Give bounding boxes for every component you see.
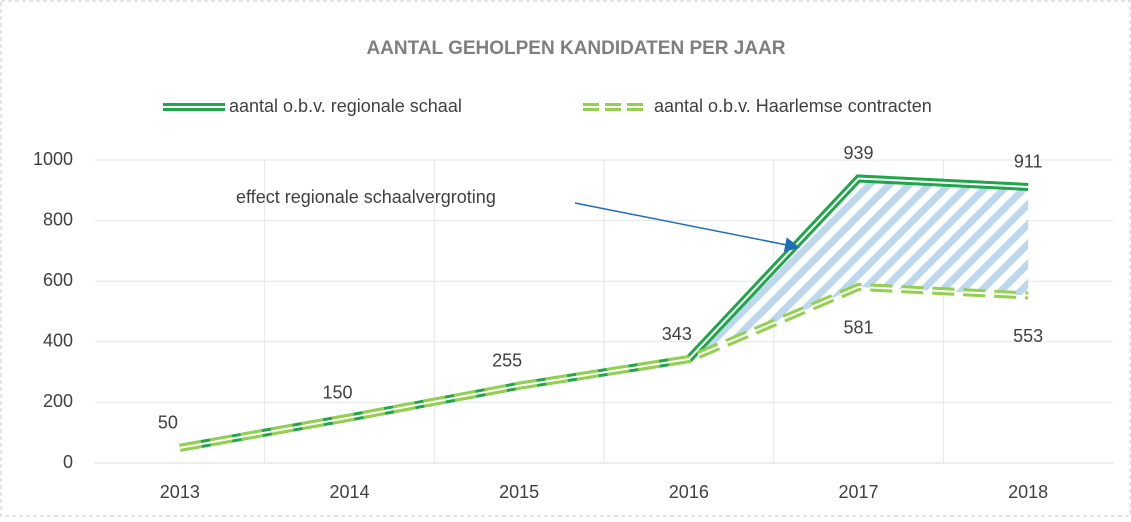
annotation: effect regionale schaalvergroting [236,187,496,207]
y-tick-label: 800 [43,209,73,229]
y-tick-label: 1000 [33,149,73,169]
legend-label: aantal o.b.v. Haarlemse contracten [654,96,932,116]
x-tick-label: 2018 [1008,482,1048,502]
y-tick-label: 400 [43,331,73,351]
data-label: 553 [1013,326,1043,346]
data-label: 50 [158,413,178,433]
data-label: 581 [843,318,873,338]
y-tick-label: 600 [43,270,73,290]
chart-title: AANTAL GEHOLPEN KANDIDATEN PER JAAR [366,38,785,59]
x-tick-label: 2013 [160,482,200,502]
data-label: 939 [843,143,873,163]
series-line-inner [179,285,1029,449]
annotation-arrow [574,202,800,253]
data-label: 150 [322,382,352,402]
legend-label: aantal o.b.v. regionale schaal [229,96,462,116]
data-label: 255 [492,350,522,370]
data-label: 911 [1014,152,1043,172]
y-tick-label: 200 [43,391,73,411]
effect-area [688,178,1029,360]
x-tick-label: 2015 [499,482,539,502]
x-tick-label: 2017 [838,482,878,502]
x-tick-label: 2014 [329,482,369,502]
data-label: 343 [662,324,692,344]
y-tick-label: 0 [63,452,73,472]
x-tick-label: 2016 [669,482,709,502]
